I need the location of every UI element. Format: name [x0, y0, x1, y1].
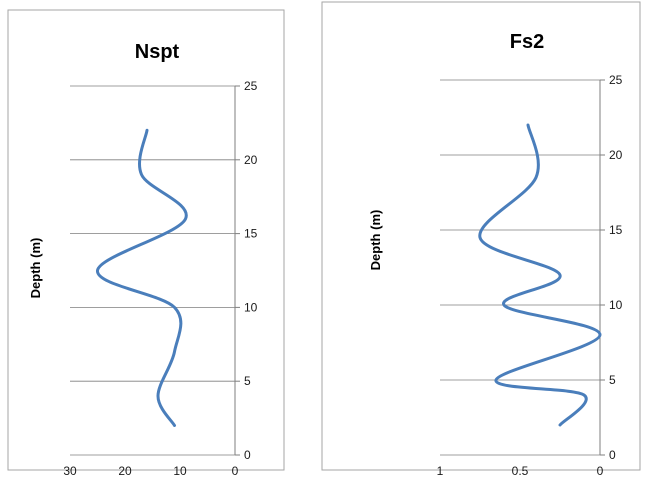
y-tick-label: 15 [609, 223, 623, 237]
x-tick-label: 0 [232, 464, 239, 478]
chart-title: Fs2 [510, 31, 544, 53]
y-tick-label: 20 [244, 153, 258, 167]
y-tick-label: 25 [609, 73, 623, 87]
chart-title: Nspt [135, 41, 180, 63]
x-tick-label: 0.5 [512, 464, 529, 478]
chart-frame [7, 9, 285, 471]
y-tick-label: 5 [244, 374, 251, 388]
y-tick-label: 20 [609, 148, 623, 162]
y-tick-label: 0 [244, 448, 251, 462]
y-tick-label: 10 [244, 300, 258, 314]
x-tick-label: 20 [118, 464, 132, 478]
y-axis-label: Depth (m) [28, 238, 43, 299]
y-axis-label: Depth (m) [368, 210, 383, 271]
x-tick-label: 10 [173, 464, 187, 478]
y-tick-label: 5 [609, 373, 616, 387]
y-tick-label: 10 [609, 298, 623, 312]
x-tick-label: 1 [437, 464, 444, 478]
nspt-chart-panel: Nspt Depth (m) 0 5 10 15 20 25 30 20 10 0 [0, 0, 300, 495]
y-tick-label: 25 [244, 79, 258, 93]
nspt-chart: Nspt Depth (m) 0 5 10 15 20 25 30 20 10 0 [7, 9, 285, 478]
y-tick-label: 0 [609, 448, 616, 462]
x-tick-label: 0 [597, 464, 604, 478]
fs2-chart: Fs2 Depth (m) 0 5 10 15 20 25 1 0.5 0 [321, 1, 641, 478]
series-line [96, 128, 188, 427]
y-tick-label: 15 [244, 227, 258, 241]
series-line [478, 123, 602, 427]
fs2-chart-panel: Fs2 Depth (m) 0 5 10 15 20 25 1 0.5 0 [320, 0, 645, 495]
x-tick-label: 30 [63, 464, 77, 478]
